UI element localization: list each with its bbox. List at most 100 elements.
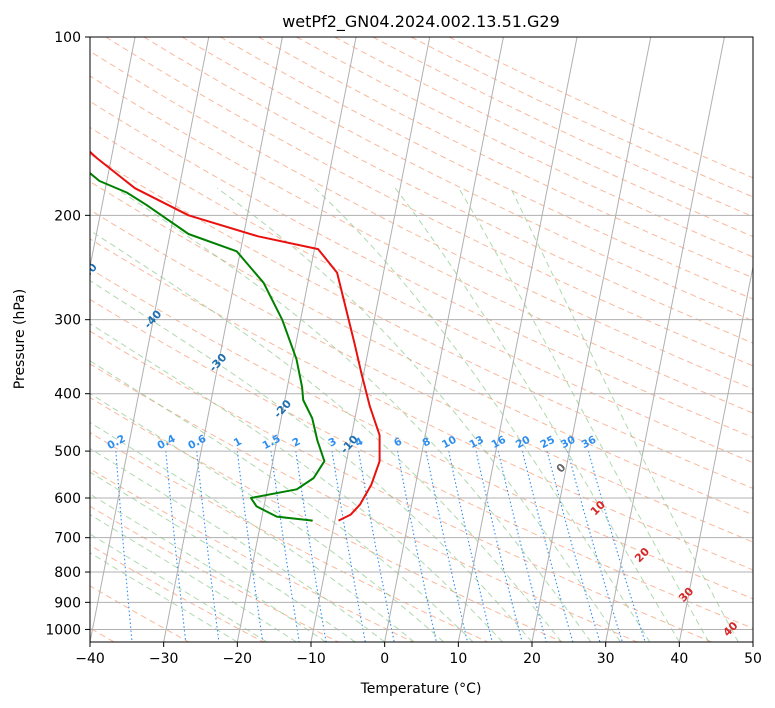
dry-adiabat: [220, 37, 753, 300]
y-tick-label: 600: [54, 491, 81, 507]
isotherms: [0, 37, 753, 642]
moist-adiabat: [510, 187, 739, 642]
y-tick-label: 200: [54, 208, 81, 224]
isotherm-label: -20: [271, 397, 294, 421]
isotherm: [678, 264, 753, 642]
mixing-ratio-label: 30: [559, 434, 578, 451]
dry-adiabat: [90, 153, 753, 489]
x-tick-label: −10: [296, 651, 326, 667]
y-tick-label: 100: [54, 30, 81, 46]
dry-adiabat: [372, 37, 753, 218]
moist-adiabat-label: 20: [632, 545, 652, 565]
isotherm-label: -30: [207, 351, 230, 375]
dry-adiabat: [90, 585, 190, 642]
mixing-ratio-line: [587, 450, 646, 642]
mixing-ratio-line: [567, 450, 623, 642]
dry-adiabat: [90, 330, 712, 642]
moist-adiabat: [90, 229, 562, 642]
dry-adiabat: [334, 37, 753, 238]
x-tick-label: 20: [523, 651, 541, 667]
isotherm: [531, 37, 652, 642]
isotherm: [0, 37, 61, 642]
mixing-ratio-line: [546, 450, 601, 642]
x-tick-label: 0: [380, 651, 389, 667]
isotherm: [752, 639, 753, 642]
pressure-gridlines: [90, 37, 753, 630]
dry-adiabat: [90, 397, 563, 642]
plot-area: -100-90-80-70-60-50-40-30-20-100.10.20.4…: [0, 37, 753, 642]
mixing-ratio-label: 20: [514, 434, 533, 451]
dry-adiabat: [90, 298, 753, 629]
mixing-ratio-label: 25: [538, 434, 557, 451]
mixing-ratio-label: 0.2: [105, 433, 127, 452]
mixing-ratio-label: 10: [440, 434, 459, 451]
y-tick-label: 300: [54, 313, 81, 329]
mixing-ratio-label: 1: [232, 435, 244, 449]
isotherm: [605, 37, 725, 642]
moist-adiabat: [314, 187, 651, 642]
mixing-ratio-label: 0.4: [155, 433, 177, 452]
mixing-ratio-line: [358, 451, 395, 642]
moist-adiabats: [90, 187, 739, 642]
x-tick-label: 40: [670, 651, 688, 667]
moist-adiabat: [90, 280, 533, 642]
dry-adiabat: [90, 468, 414, 642]
sounding-series: [90, 150, 381, 522]
y-tick-label: 1000: [45, 622, 81, 638]
moist-adiabat: [90, 552, 238, 642]
isotherm: [457, 37, 578, 642]
temperature-profile: [90, 150, 381, 522]
isotherm: [310, 37, 431, 642]
mixing-ratio-line: [270, 451, 300, 642]
y-tick-label: 900: [54, 595, 81, 611]
mixing-ratio-line: [497, 450, 547, 642]
dry-adiabat: [90, 238, 753, 571]
mixing-ratio-line: [295, 451, 327, 642]
moist-adiabat-label: 30: [676, 584, 696, 604]
chart-title: wetPf2_GN04.2024.002.13.51.G29: [282, 12, 560, 32]
moist-adiabat: [90, 533, 268, 642]
dry-adiabat: [410, 37, 753, 198]
x-tick-label: 30: [597, 651, 615, 667]
dry-adiabat: [90, 268, 753, 600]
isotherm: [90, 37, 136, 270]
mixing-ratio-line: [115, 451, 133, 642]
x-tick-label: 50: [744, 651, 762, 667]
y-tick-label: 400: [54, 387, 81, 403]
mixing-ratio-line: [475, 450, 523, 642]
moist-adiabat: [90, 360, 474, 642]
mixing-ratio-line: [196, 451, 220, 642]
dry-adiabat: [448, 37, 753, 179]
y-axis-label: Pressure (hPa): [12, 289, 28, 389]
mixing-ratio-line: [236, 451, 264, 642]
dry-adiabat: [90, 126, 753, 464]
dry-adiabat: [181, 37, 753, 322]
x-tick-label: −20: [223, 651, 253, 667]
moist-adiabat: [115, 187, 592, 642]
mixing-ratio-label: 6: [392, 435, 404, 449]
dry-adiabat: [105, 37, 753, 367]
moist-adiabat: [394, 187, 680, 642]
mixing-ratio-line: [396, 450, 437, 642]
dry-adiabat: [258, 37, 753, 279]
isotherm: [236, 37, 357, 642]
plot-frame: [89, 36, 754, 643]
dry-adiabat: [90, 544, 264, 642]
dry-adiabat: [90, 75, 753, 414]
dry-adiabat: [90, 363, 638, 642]
moist-adiabat: [90, 447, 386, 642]
mixing-ratio-label: 13: [467, 434, 486, 451]
dry-adiabats: [90, 37, 753, 642]
y-tick-label: 500: [54, 444, 81, 460]
moist-adiabat: [90, 421, 415, 642]
dewpoint-profile: [90, 171, 326, 522]
isotherm: [163, 37, 283, 642]
moist-adiabat: [90, 513, 297, 642]
mixing-ratio-line: [425, 450, 469, 642]
mixing-ratio-label: 1.5: [261, 433, 283, 452]
isotherm-label: -60: [12, 216, 35, 240]
moist-adiabat: [458, 187, 710, 642]
dry-adiabat: [143, 37, 753, 344]
moist-adiabat: [90, 471, 356, 642]
